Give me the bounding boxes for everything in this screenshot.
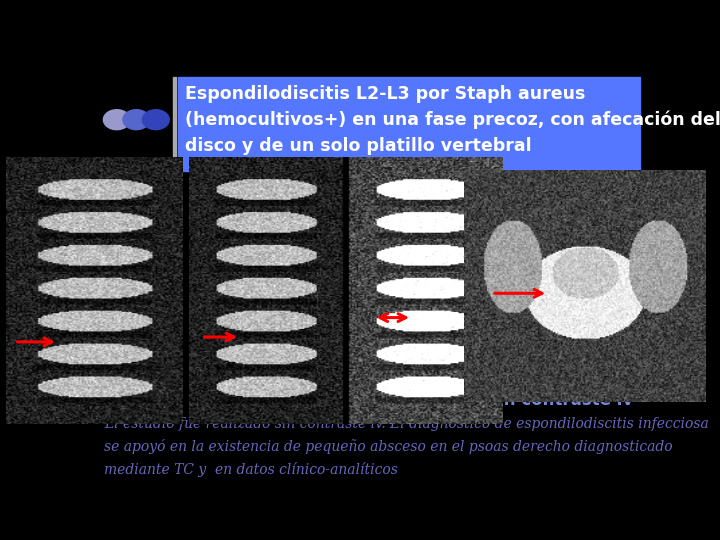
Text: Espondilodiscitis L2-L3 por Staph aureus
(hemocultivos+) en una fase precoz, con: Espondilodiscitis L2-L3 por Staph aureus… (185, 85, 720, 155)
Bar (178, 77, 640, 171)
Text: TC con contraste iv: TC con contraste iv (453, 390, 633, 409)
Text: STIR: STIR (337, 390, 379, 409)
Circle shape (123, 110, 150, 130)
Text: T2: T2 (151, 390, 174, 409)
Circle shape (104, 110, 130, 130)
Circle shape (143, 110, 169, 130)
Text: El estudio fue realizado sin contraste iv. El diagnóstico de espondilodiscitis i: El estudio fue realizado sin contraste i… (104, 416, 708, 477)
Bar (173, 77, 176, 171)
